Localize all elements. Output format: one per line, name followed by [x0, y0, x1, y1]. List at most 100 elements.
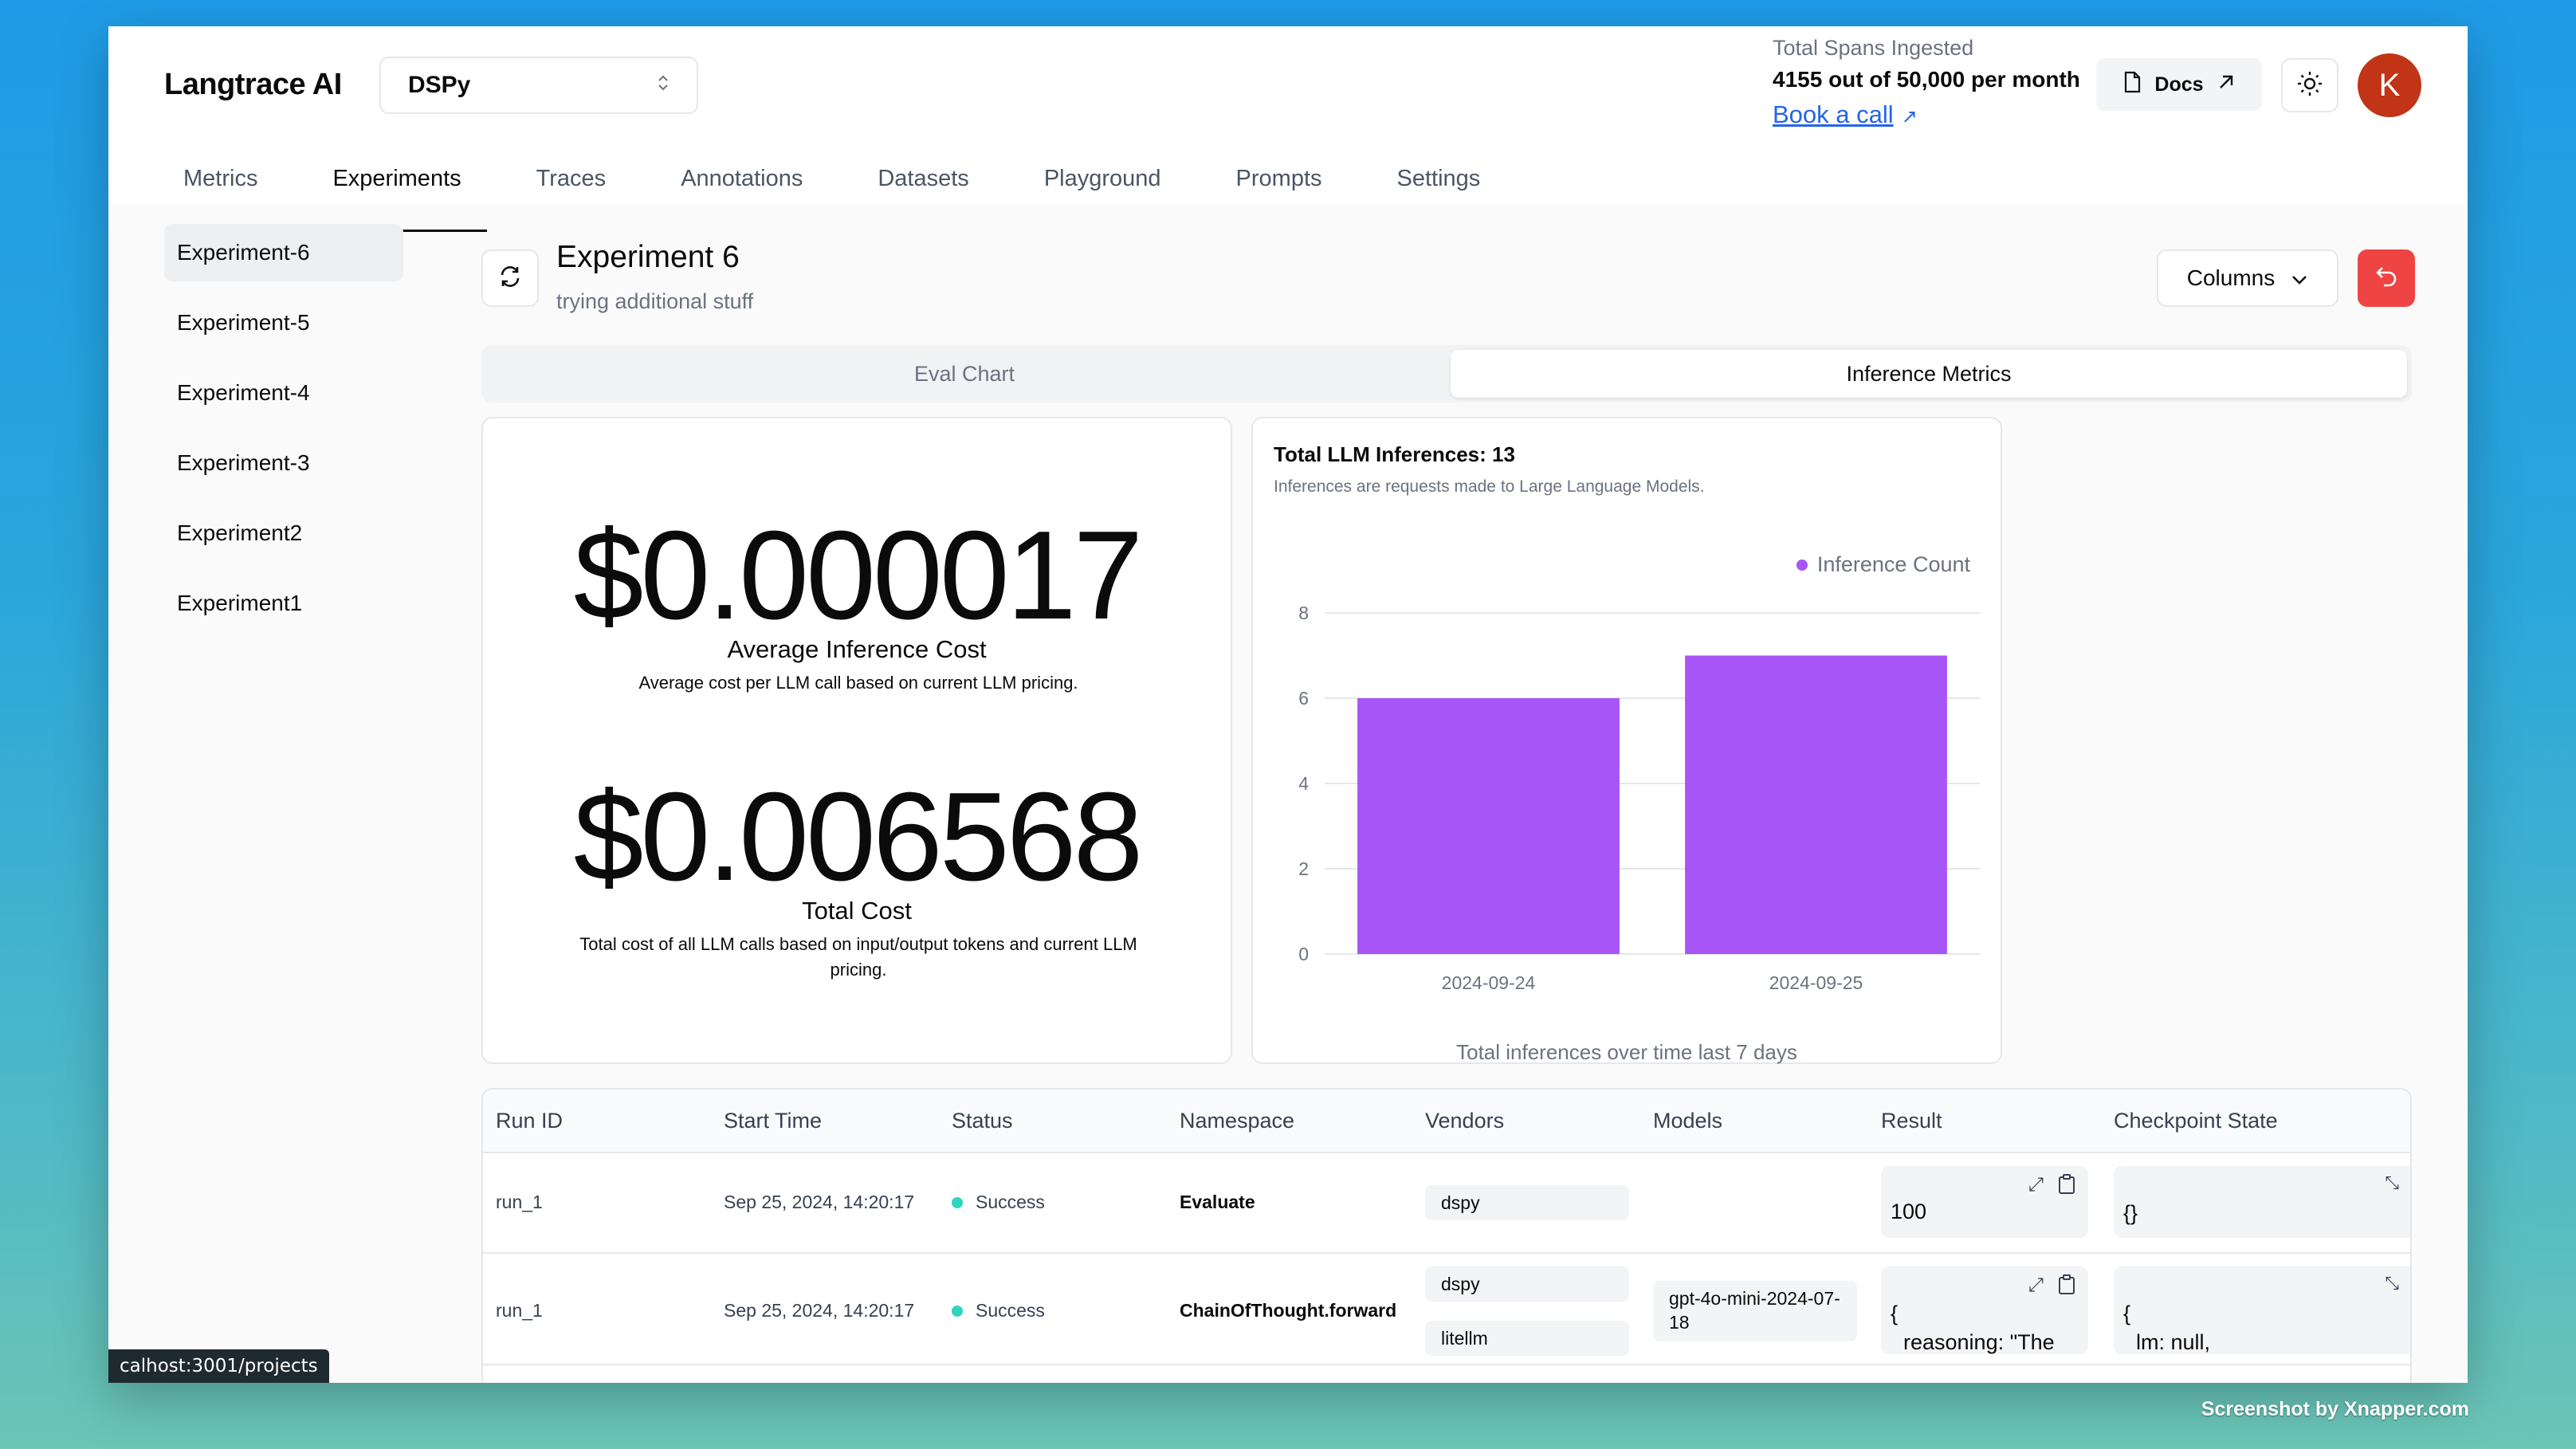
bar	[1357, 698, 1620, 954]
x-tick-label: 2024-09-25	[1769, 972, 1863, 993]
header-vendors[interactable]: Vendors	[1425, 1109, 1505, 1133]
experiment-title: Experiment 6	[556, 240, 740, 274]
y-tick-label: 4	[1298, 773, 1309, 794]
chart-x-axis-label: Total inferences over time last 7 days	[1456, 1040, 1797, 1064]
sidebar-item-experiment2[interactable]: Experiment2	[177, 520, 303, 545]
tab-metrics[interactable]: Metrics	[183, 166, 258, 191]
success-dot	[952, 1305, 963, 1317]
docs-button[interactable]: Docs	[2096, 58, 2262, 111]
header-checkpoint-state[interactable]: Checkpoint State	[2114, 1109, 2278, 1133]
status-label: Success	[976, 1192, 1045, 1212]
tab-settings[interactable]: Settings	[1396, 166, 1481, 191]
experiment-subtitle: trying additional stuff	[556, 289, 754, 313]
brand-logo[interactable]: Langtrace AI	[164, 68, 342, 101]
y-tick-label: 2	[1298, 858, 1309, 879]
checkpoint-box[interactable]: ⤡ { lm: null,	[2114, 1266, 2410, 1354]
user-avatar[interactable]: K	[2358, 53, 2421, 117]
tab-inference-metrics[interactable]: Inference Metrics	[1451, 350, 2407, 398]
sun-icon	[2296, 70, 2323, 101]
namespace-cell: Evaluate	[1180, 1192, 1255, 1212]
main-nav: Metrics Experiments Traces Annotations D…	[158, 154, 1530, 232]
average-cost-value: $0.000017	[573, 505, 1144, 646]
total-cost-label: Total Cost	[802, 897, 912, 925]
x-tick-label: 2024-09-24	[1442, 972, 1536, 993]
document-icon	[2122, 71, 2142, 99]
checkpoint-value: {}	[2123, 1201, 2138, 1225]
view-toggle: Eval Chart Inference Metrics	[481, 345, 2412, 402]
tab-annotations[interactable]: Annotations	[681, 166, 803, 191]
checkpoint-line-2: lm: null,	[2136, 1330, 2211, 1354]
total-cost-value: $0.006568	[573, 767, 1144, 907]
header-run-id[interactable]: Run ID	[496, 1109, 564, 1133]
tab-eval-chart[interactable]: Eval Chart	[913, 362, 1015, 386]
start-time-cell: Sep 25, 2024, 14:20:17	[724, 1300, 915, 1321]
book-call-link[interactable]: Book a call ↗	[1773, 100, 2080, 129]
tab-datasets[interactable]: Datasets	[878, 166, 969, 191]
sidebar-item-experiment-5[interactable]: Experiment-5	[177, 310, 310, 335]
app-window: Langtrace AI DSPy Total Spans Ingested 4…	[108, 26, 2468, 1383]
header-start-time[interactable]: Start Time	[724, 1109, 823, 1133]
result-box[interactable]: ⤢ { reasoning: "The	[1881, 1266, 2088, 1354]
table-header: Run ID Start Time Status Namespace Vendo…	[483, 1090, 2410, 1153]
tab-prompts[interactable]: Prompts	[1235, 166, 1322, 191]
sidebar-item-experiment1[interactable]: Experiment1	[177, 591, 303, 615]
chart-title: Total LLM Inferences: 13	[1274, 442, 1515, 466]
vendor-chip: litellm	[1425, 1321, 1629, 1356]
y-tick-label: 8	[1298, 603, 1309, 623]
project-selector[interactable]: DSPy	[379, 57, 698, 114]
tab-traces[interactable]: Traces	[536, 166, 607, 191]
header-status[interactable]: Status	[952, 1109, 1013, 1133]
result-box[interactable]: ⤢ 100	[1881, 1166, 2088, 1238]
legend-dot	[1796, 559, 1808, 571]
header-namespace[interactable]: Namespace	[1180, 1109, 1295, 1133]
bar	[1685, 655, 1947, 954]
chart-subtitle: Inferences are requests made to Large La…	[1274, 477, 1705, 496]
undo-icon	[2374, 265, 2398, 293]
chart-legend: Inference Count	[1796, 552, 1970, 577]
status-cell: Success	[952, 1192, 1045, 1213]
expand-icon[interactable]: ⤡	[2385, 1172, 2399, 1192]
sidebar-item-experiment-6[interactable]: Experiment-6	[164, 224, 403, 281]
header-result[interactable]: Result	[1881, 1109, 1942, 1133]
average-cost-label: Average Inference Cost	[727, 635, 987, 663]
chevron-up-down-icon	[657, 73, 670, 97]
refresh-icon	[497, 264, 523, 293]
theme-toggle-button[interactable]	[2281, 58, 2338, 112]
expand-icon[interactable]: ⤡	[2385, 1273, 2399, 1293]
usage-value: 4155 out of 50,000 per month	[1773, 67, 2080, 92]
clipboard-icon[interactable]	[2058, 1274, 2075, 1301]
inference-chart-card: Total LLM Inferences: 13 Inferences are …	[1251, 417, 2002, 1064]
result-line-2: reasoning: "The	[1903, 1330, 2055, 1354]
checkpoint-line-1: {	[2123, 1302, 2131, 1325]
tab-playground[interactable]: Playground	[1043, 166, 1161, 191]
runs-table: Run ID Start Time Status Namespace Vendo…	[481, 1088, 2412, 1383]
usage-info: Total Spans Ingested 4155 out of 50,000 …	[1773, 36, 2080, 129]
tab-experiments[interactable]: Experiments	[307, 154, 487, 232]
sidebar-item-experiment-4[interactable]: Experiment-4	[177, 380, 310, 405]
y-tick-label: 0	[1298, 944, 1309, 964]
table-row[interactable]: run_1 Sep 25, 2024, 14:20:17 Success Cha…	[483, 1254, 2410, 1365]
sidebar-item-experiment-3[interactable]: Experiment-3	[177, 450, 310, 475]
status-label: Success	[976, 1300, 1045, 1321]
run-id-cell: run_1	[496, 1192, 543, 1212]
y-tick-label: 6	[1298, 688, 1309, 709]
experiment-sidebar: Experiment-6 Experiment-5 Experiment-4 E…	[164, 224, 403, 645]
start-time-cell: Sep 25, 2024, 14:20:17	[724, 1192, 915, 1212]
refresh-button[interactable]	[481, 249, 539, 307]
external-link-icon	[2217, 73, 2236, 97]
vendor-chip: dspy	[1425, 1266, 1629, 1302]
cost-card: $0.000017 Average Inference Cost Average…	[481, 417, 1232, 1064]
columns-label: Columns	[2186, 265, 2276, 290]
table-row[interactable]: run_1 Sep 25, 2024, 14:20:17 Success Eva…	[483, 1153, 2410, 1254]
undo-delete-button[interactable]	[2358, 249, 2415, 307]
namespace-cell: ChainOfThought.forward	[1180, 1300, 1397, 1321]
checkpoint-box[interactable]: ⤡ {}	[2114, 1166, 2410, 1238]
result-actions: ⤢	[2028, 1174, 2075, 1200]
result-actions: ⤢	[2028, 1274, 2075, 1301]
columns-button[interactable]: Columns	[2157, 249, 2338, 307]
clipboard-icon[interactable]	[2058, 1174, 2075, 1200]
expand-icon[interactable]: ⤢	[2028, 1174, 2044, 1196]
expand-icon[interactable]: ⤢	[2028, 1274, 2044, 1296]
external-link-icon: ↗	[1901, 106, 1918, 128]
header-models[interactable]: Models	[1653, 1109, 1723, 1133]
